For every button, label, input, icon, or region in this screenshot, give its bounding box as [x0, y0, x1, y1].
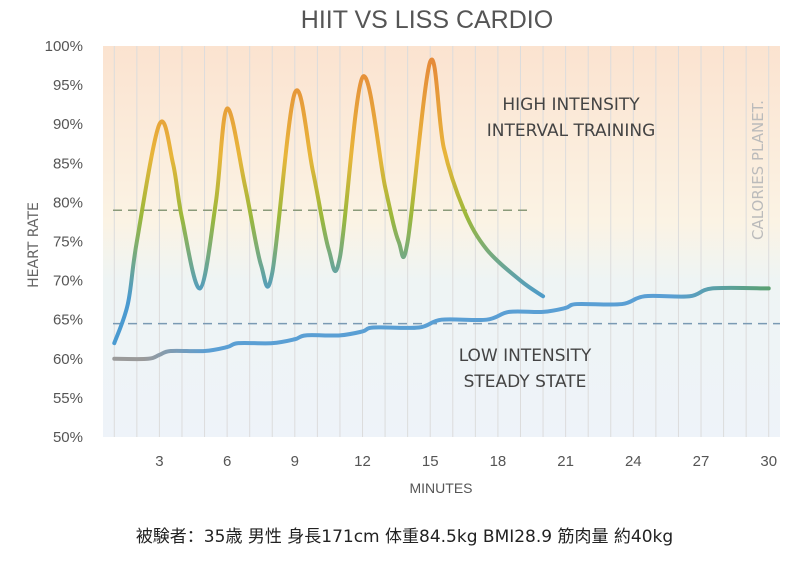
y-tick-label: 95%	[53, 77, 83, 94]
y-axis-label: HEART RATE	[26, 202, 42, 288]
plot-background	[103, 46, 780, 437]
chart-title: HIIT VS LISS CARDIO	[301, 6, 553, 34]
x-tick-label: 21	[557, 453, 574, 470]
y-tick-label: 80%	[53, 194, 83, 211]
y-tick-label: 90%	[53, 116, 83, 133]
watermark: CALORIES PLANET.	[749, 100, 767, 240]
caption: 被験者：35歳 男性 身長171cm 体重84.5kg BMI28.9 筋肉量 …	[135, 527, 674, 547]
y-tick-label: 55%	[53, 390, 83, 407]
grid	[113, 46, 770, 437]
liss-line	[112, 285, 771, 362]
hiit-line	[112, 57, 546, 346]
y-tick-label: 65%	[53, 312, 83, 329]
x-tick-label: 27	[693, 453, 710, 470]
x-tick-label: 9	[291, 453, 299, 470]
hiit-label-line2: INTERVAL TRAINING	[487, 121, 656, 141]
y-tick-label: 75%	[53, 234, 83, 251]
liss-label-line1: LOW INTENSITY	[459, 346, 592, 366]
y-tick-label: 100%	[45, 38, 83, 55]
x-tick-label: 6	[223, 453, 231, 470]
y-tick-label: 70%	[53, 273, 83, 290]
y-tick-label: 50%	[53, 429, 83, 446]
y-tick-label: 60%	[53, 351, 83, 368]
x-tick-label: 18	[490, 453, 507, 470]
chart: 50% 55% 60% 65% 70% 75% 80% 85% 90% 95% 100% 3 6 9 12…	[26, 6, 780, 496]
x-tick-label: 3	[155, 453, 163, 470]
hiit-label-line1: HIGH INTENSITY	[502, 95, 640, 115]
x-tick-label: 15	[422, 453, 439, 470]
liss-label-line2: STEADY STATE	[464, 372, 587, 392]
y-tick-label: 85%	[53, 155, 83, 172]
x-tick-label: 24	[625, 453, 642, 470]
x-tick-label: 30	[760, 453, 777, 470]
x-tick-label: 12	[354, 453, 371, 470]
x-axis-label: MINUTES	[410, 480, 473, 496]
